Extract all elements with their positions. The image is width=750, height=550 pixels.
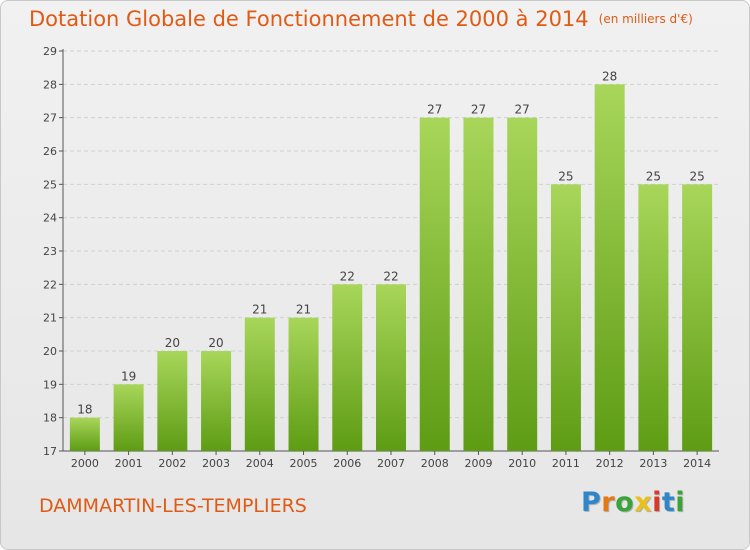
- logo-letter: t: [661, 487, 676, 518]
- x-tick-label: 2010: [508, 457, 536, 470]
- logo-letter: i: [652, 487, 662, 518]
- x-tick-label: 2003: [202, 457, 230, 470]
- chart-title-text: Dotation Globale de Fonctionnement de 20…: [29, 7, 589, 31]
- bar: [638, 184, 669, 452]
- x-tick-label: 2004: [246, 457, 274, 470]
- bar: [244, 317, 275, 451]
- bar: [113, 384, 144, 451]
- commune-name: DAMMARTIN-LES-TEMPLIERS: [39, 495, 307, 517]
- x-tick-label: 2008: [421, 457, 449, 470]
- data-label: 18: [77, 403, 92, 417]
- y-tick-label: 22: [43, 278, 57, 291]
- x-tick-label: 2007: [377, 457, 405, 470]
- x-tick-label: 2002: [158, 457, 186, 470]
- y-tick-label: 18: [43, 412, 57, 425]
- x-tick-label: 2006: [333, 457, 361, 470]
- bar: [682, 184, 713, 452]
- data-label: 27: [471, 103, 486, 117]
- y-tick-label: 17: [43, 445, 57, 458]
- y-tick-label: 23: [43, 245, 57, 258]
- bar: [69, 417, 100, 451]
- y-tick-label: 24: [43, 212, 57, 225]
- data-label: 25: [646, 169, 661, 183]
- data-label: 19: [121, 369, 136, 383]
- data-label: 22: [340, 269, 355, 283]
- y-tick-label: 19: [43, 378, 57, 391]
- x-tick-label: 2014: [683, 457, 711, 470]
- data-label: 22: [383, 269, 398, 283]
- chart-unit: (en milliers d'€): [598, 12, 693, 26]
- bar: [507, 117, 538, 452]
- x-tick-label: 2013: [639, 457, 667, 470]
- data-label: 27: [515, 103, 530, 117]
- y-tick-label: 28: [43, 78, 57, 91]
- x-tick-label: 2001: [115, 457, 143, 470]
- logo-letter: P: [581, 487, 602, 518]
- y-tick-label: 20: [43, 345, 57, 358]
- data-label: 27: [427, 103, 442, 117]
- y-tick-label: 25: [43, 178, 57, 191]
- bar: [332, 284, 363, 451]
- bar: [376, 284, 406, 451]
- data-label: 21: [252, 303, 267, 317]
- bar: [419, 117, 450, 452]
- proxiti-logo: Proxiti: [581, 487, 685, 518]
- logo-letter: r: [601, 487, 616, 518]
- logo-letter: o: [615, 487, 635, 518]
- data-label: 25: [689, 169, 704, 183]
- data-label: 20: [208, 336, 223, 350]
- bar: [594, 84, 625, 451]
- data-label: 20: [165, 336, 180, 350]
- data-label: 25: [558, 169, 573, 183]
- chart-title: Dotation Globale de Fonctionnement de 20…: [29, 7, 693, 31]
- y-tick-label: 29: [43, 45, 57, 58]
- bar: [201, 351, 232, 451]
- x-tick-label: 2005: [290, 457, 318, 470]
- x-tick-label: 2009: [464, 457, 492, 470]
- y-tick-label: 27: [43, 112, 57, 125]
- bar: [157, 351, 188, 451]
- x-tick-label: 2012: [596, 457, 624, 470]
- bar: [463, 117, 494, 452]
- logo-letter: i: [675, 487, 686, 518]
- logo-letter: x: [634, 487, 653, 518]
- data-label: 21: [296, 303, 311, 317]
- y-tick-label: 26: [43, 145, 57, 158]
- x-tick-label: 2000: [71, 457, 99, 470]
- y-tick-label: 21: [43, 312, 57, 325]
- x-tick-label: 2011: [552, 457, 580, 470]
- data-label: 28: [602, 69, 617, 83]
- bar: [550, 184, 581, 452]
- bar: [288, 317, 319, 451]
